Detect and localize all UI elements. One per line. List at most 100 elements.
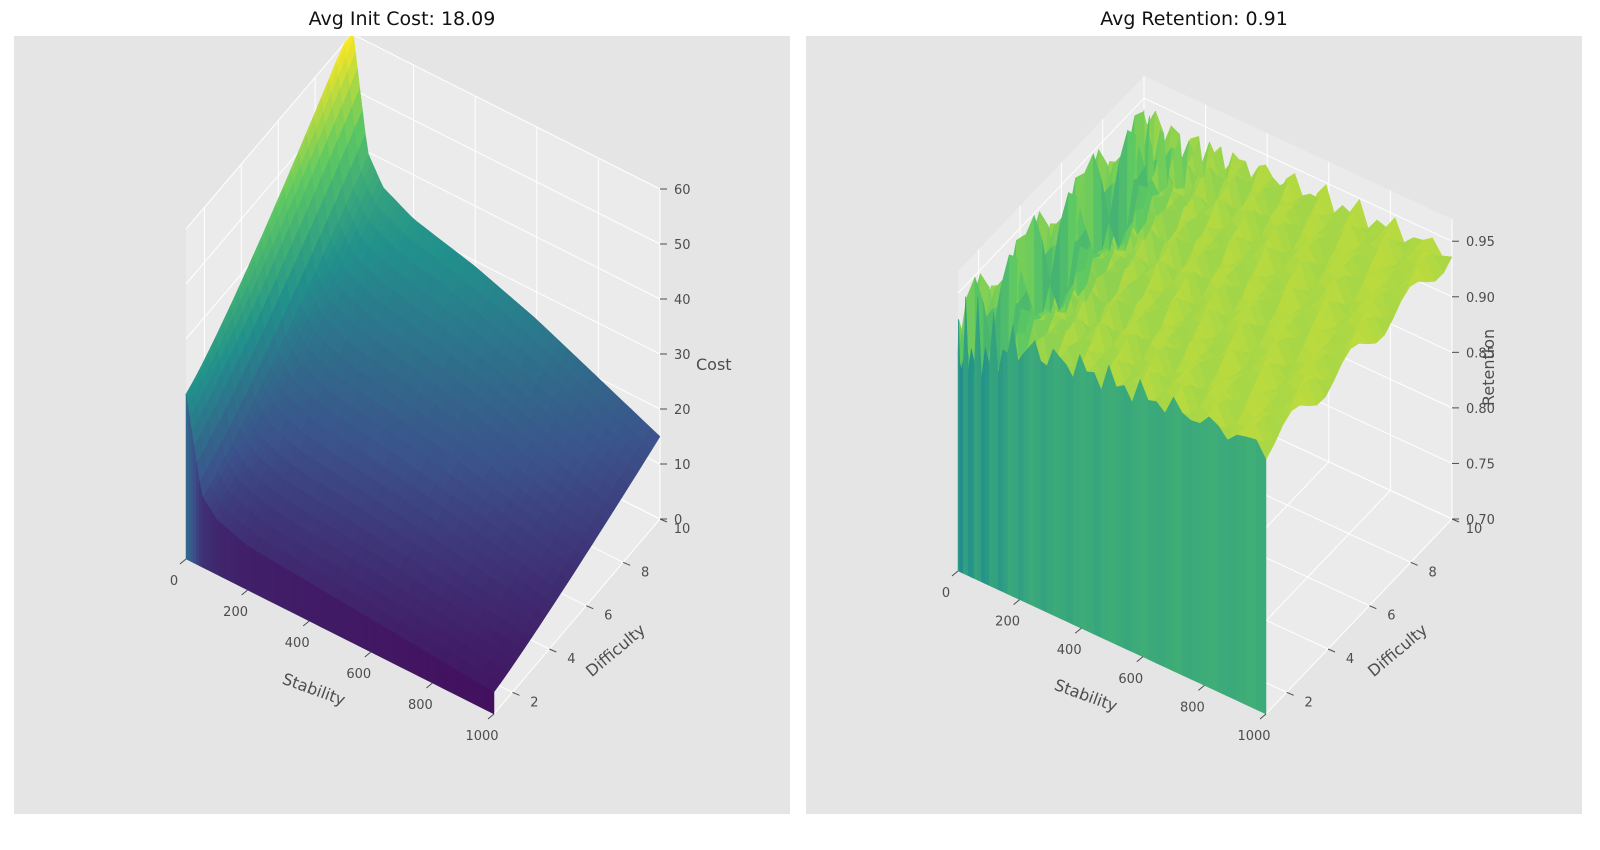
ret-surface-wall xyxy=(1017,352,1024,602)
cost-surface-wall xyxy=(209,507,214,574)
ret-surface-wall xyxy=(1227,434,1238,701)
cost-y-tick-label: 8 xyxy=(641,565,649,580)
cost-surface-wall xyxy=(409,641,420,677)
cost-surface-wall xyxy=(344,602,353,644)
cost-y-tick-label: 2 xyxy=(530,695,538,710)
cost-surface-wall xyxy=(307,581,316,625)
ret-surface-wall xyxy=(1147,400,1157,664)
ret-x-tick-mark xyxy=(1259,713,1267,720)
cost-surface xyxy=(185,36,661,715)
ret-surface-wall xyxy=(1181,412,1192,680)
cost-surface-wall xyxy=(359,612,369,652)
cost-x-tick-mark xyxy=(241,589,248,596)
ret-surface-wall xyxy=(1116,385,1125,649)
cost-grid-z xyxy=(351,88,661,245)
ret-surface-wall xyxy=(1079,354,1088,632)
cost-x-tick-mark xyxy=(302,620,310,627)
ret-y-tick-label: 6 xyxy=(1387,609,1395,624)
cost-surface-wall xyxy=(375,621,385,660)
cost-surface-wall xyxy=(287,569,295,614)
cost-y-tick-label: 6 xyxy=(604,609,612,624)
ret-surface-wall xyxy=(1156,400,1166,668)
ret-x-tick-mark xyxy=(1198,685,1205,691)
ret-z-tick-label: 0.95 xyxy=(1466,235,1495,250)
cost-surface-wall xyxy=(314,585,323,628)
cost-surface-wall xyxy=(280,565,288,611)
ret-x-tick-mark xyxy=(1074,627,1082,634)
ret-grid-x xyxy=(1265,518,1453,715)
cost-y-tick-mark xyxy=(586,605,594,610)
ret-surface-wall xyxy=(1093,372,1102,638)
cost-z-tick-label: 10 xyxy=(674,458,691,473)
cost-surface-wall xyxy=(235,535,242,588)
cost-surface-wall xyxy=(225,527,232,583)
cost-grid-z xyxy=(354,36,661,190)
cost-surface-wall xyxy=(245,544,252,593)
cost-x-tick-label: 600 xyxy=(346,667,371,682)
ret-z-tick-label: 0.90 xyxy=(1466,291,1495,306)
cost-surface-wall xyxy=(401,636,411,673)
cost-x-tick-mark xyxy=(364,651,372,658)
cost-surface-wall xyxy=(240,539,247,590)
cost-x-tick-mark xyxy=(179,558,187,565)
ret-surface-wall xyxy=(1255,439,1267,715)
cost-surface-wall xyxy=(445,663,456,696)
cost-surface-wall xyxy=(230,531,236,585)
cost-surface-wall xyxy=(367,616,377,656)
ret-surface-wall xyxy=(1164,396,1174,672)
ret-grid-z xyxy=(957,97,1145,294)
ret-y-tick-label: 4 xyxy=(1346,652,1354,667)
ret-surface-wall xyxy=(997,349,1004,593)
ret-surface-wall xyxy=(1023,346,1030,605)
ret-surface-wall xyxy=(981,347,986,585)
ret-surface-wall xyxy=(1065,364,1074,625)
cost-x-axis-label: Stability xyxy=(280,669,348,709)
cost-surface-wall xyxy=(418,647,429,682)
chart-title-cost: Avg Init Cost: 18.09 xyxy=(308,8,496,30)
ret-surface-wall xyxy=(1199,416,1210,688)
ret-ticks: 0 200 400 600 800 1000 2 4 6 8 100.70 0.75 0.80 0.85 0… xyxy=(942,235,1495,744)
cost-x-tick-label: 400 xyxy=(285,636,310,651)
cost-y-axis-label: Difficulty xyxy=(582,620,649,680)
ret-z-tick-label: 0.85 xyxy=(1466,346,1495,361)
cost-surface-wall xyxy=(196,462,200,567)
cost-surface-wall xyxy=(321,589,330,632)
cost-surface-panel: 0 200 400 600 800 1000 2 4 6 8 10 0 10 20 30 40 50 60 Stab… xyxy=(14,36,790,814)
ret-y-tick-label: 10 xyxy=(1466,522,1483,537)
cost-grid-z xyxy=(185,36,351,230)
ret-surface-wall xyxy=(1007,325,1014,597)
cost-y-tick-mark xyxy=(549,648,557,653)
ret-surface-wall xyxy=(1123,385,1133,653)
cost-surface-wall xyxy=(268,558,276,605)
ret-surface-wall xyxy=(1190,420,1201,684)
cost-surface-wall xyxy=(384,626,394,664)
ret-surface-wall xyxy=(1139,379,1149,660)
cost-y-tick-label: 10 xyxy=(674,522,691,537)
ret-y-axis-label: Difficulty xyxy=(1364,620,1431,680)
ret-surface-patch xyxy=(1135,109,1145,167)
ret-y-tick-mark xyxy=(1327,648,1336,653)
cost-x-tick-label: 800 xyxy=(408,698,433,713)
ret-z-tick-label: 0.75 xyxy=(1466,457,1495,472)
cost-surface-plot: 020040060080010002468100102030405060Stab… xyxy=(170,36,732,744)
cost-surface-wall xyxy=(392,631,402,668)
ret-surface-wall xyxy=(989,311,994,588)
cost-surface-wall xyxy=(427,652,438,686)
cost-surface-wall xyxy=(251,547,258,596)
ret-z-tick-label: 0.80 xyxy=(1466,402,1495,417)
ret-surface-wall xyxy=(1131,379,1141,656)
retention-surface-plot: 0 200 400 600 800 1000 2 4 6 8 100.70 0.75 0.80 0.85 0… xyxy=(942,76,1498,744)
cost-surface-wall xyxy=(221,523,227,580)
cost-surface-wall xyxy=(351,607,361,648)
ret-x-axis-label: Stability xyxy=(1052,675,1120,715)
cost-y-tick-mark xyxy=(622,561,631,566)
ret-y-tick-mark xyxy=(1410,561,1418,566)
cost-y-tick-label: 4 xyxy=(567,652,575,667)
retention-surface-panel: 0 200 400 600 800 1000 2 4 6 8 10 0.70 0.75 0.80 0.85 0… xyxy=(806,36,1582,814)
ret-x-tick-label: 600 xyxy=(1118,672,1143,687)
cost-x-tick-mark xyxy=(487,713,495,720)
ret-z-tick-label: 0.70 xyxy=(1466,513,1495,528)
ret-surface-wall xyxy=(1173,396,1183,676)
ret-x-tick-mark xyxy=(951,570,959,577)
